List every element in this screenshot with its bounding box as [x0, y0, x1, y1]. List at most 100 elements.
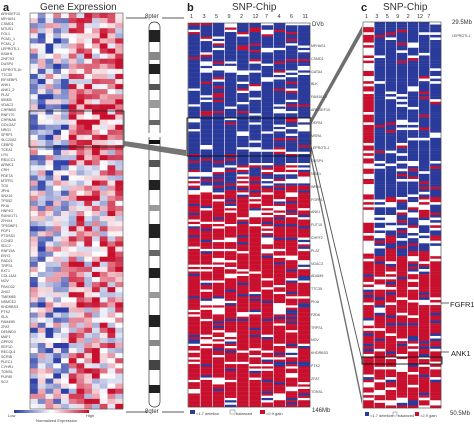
snp-b-cell [273, 404, 286, 408]
expression-cell [107, 84, 116, 90]
expression-cell [92, 185, 101, 191]
snp-c-cell [418, 122, 431, 126]
snp-b-cell [224, 388, 237, 392]
snp-b-cell [188, 341, 201, 344]
expression-cell [115, 180, 124, 186]
snp-b-cell [297, 271, 311, 274]
expression-cell [115, 28, 124, 34]
expression-cell [99, 134, 108, 141]
snp-b-cell [236, 294, 250, 297]
expression-cell [53, 236, 62, 242]
snp-c-cell [396, 320, 408, 324]
expression-cell [99, 246, 108, 252]
expression-cell [45, 358, 54, 364]
gene-label: PDP1 [1, 229, 11, 234]
snp-b-cell [285, 95, 298, 98]
snp-b-cell [273, 273, 286, 277]
snp-b-cell [273, 280, 286, 283]
snp-b-cell [285, 201, 298, 204]
snp-c-cell [396, 130, 408, 133]
snp-b-cell [236, 212, 250, 216]
snp-c-cell [418, 60, 431, 64]
snp-c-cell [429, 181, 442, 185]
snp-b-cell [273, 219, 286, 222]
snp-b-cell [261, 377, 274, 381]
snp-b-cell [273, 43, 286, 46]
expression-cell [84, 195, 93, 202]
snp-b-cell [285, 253, 298, 256]
expression-cell [115, 134, 124, 141]
expression-cell [37, 109, 46, 115]
expression-cell [99, 114, 108, 120]
snp-b-cell [212, 149, 225, 152]
snp-b-cell [273, 266, 286, 270]
snp-b-cell [236, 56, 250, 60]
expression-cell [92, 353, 101, 359]
expression-cell [61, 129, 70, 136]
snp-b-cell [249, 271, 262, 274]
snp-b-cell [212, 255, 225, 259]
snp-b-cell [297, 23, 311, 26]
expression-cell [53, 373, 62, 379]
snp-b-cell [200, 120, 213, 123]
expression-cell [53, 38, 62, 44]
snp-b-cell [200, 391, 213, 394]
gene-label-fgfr1: FGFR1 [450, 300, 474, 309]
snp-b-cell [249, 160, 262, 164]
snp-c-cell [407, 124, 419, 128]
snp-c-cell [418, 212, 431, 216]
snp-b-cell [200, 384, 213, 387]
snp-b-cell [273, 135, 286, 139]
snp-b-cell [212, 99, 225, 103]
snp-b-cell [285, 210, 298, 213]
expression-cell [84, 43, 93, 49]
snp-b-cell [212, 131, 225, 134]
snp-c-cell [363, 238, 375, 241]
gene-label: MSRA [311, 133, 322, 138]
snp-b-cell [285, 332, 298, 335]
snp-b-cell [200, 233, 213, 236]
snp-b-cell [224, 111, 237, 114]
expression-cell [30, 109, 39, 115]
expression-cell [30, 256, 39, 263]
expression-cell [76, 89, 85, 95]
snp-b-cell [249, 255, 262, 259]
snp-c-cell [418, 230, 431, 234]
snp-b-cell [212, 379, 225, 383]
snp-c-cell [385, 405, 397, 409]
expression-cell [76, 236, 85, 242]
snp-c-cell [429, 325, 442, 329]
snp-c-cell [418, 160, 431, 164]
snp-b-cell [285, 97, 298, 100]
expression-cell [45, 63, 54, 70]
expression-cell [61, 271, 70, 278]
snp-b-cell [212, 400, 225, 403]
snp-b-cell [212, 212, 225, 216]
snp-c-cell [407, 227, 419, 231]
snp-b-cell [224, 169, 237, 173]
expression-cell [115, 139, 124, 146]
expression-cell [92, 114, 101, 120]
snp-b-cell [249, 140, 262, 143]
snp-b-cell [249, 90, 262, 94]
snp-c-cell [407, 338, 419, 342]
snp-c-cell [429, 281, 442, 285]
snp-b-cell [200, 325, 213, 329]
snp-c-cell [407, 40, 419, 43]
snp-b-cell [273, 41, 286, 44]
expression-cell [92, 292, 101, 298]
snp-b-cell [285, 45, 298, 49]
snp-c-cell [385, 338, 397, 342]
snp-b-cell [249, 154, 262, 157]
snp-c-cell [374, 158, 386, 162]
snp-c-cell [407, 145, 419, 149]
snp-c-cell [363, 124, 375, 128]
snp-b-cell [212, 264, 225, 268]
snp-c-cell [363, 58, 375, 61]
snp-b-cell [188, 300, 201, 304]
expression-cell [76, 226, 85, 232]
expression-cell [37, 353, 46, 359]
expression-cell [30, 134, 39, 141]
snp-c-cell [429, 299, 442, 303]
snp-b-cell [200, 287, 213, 290]
